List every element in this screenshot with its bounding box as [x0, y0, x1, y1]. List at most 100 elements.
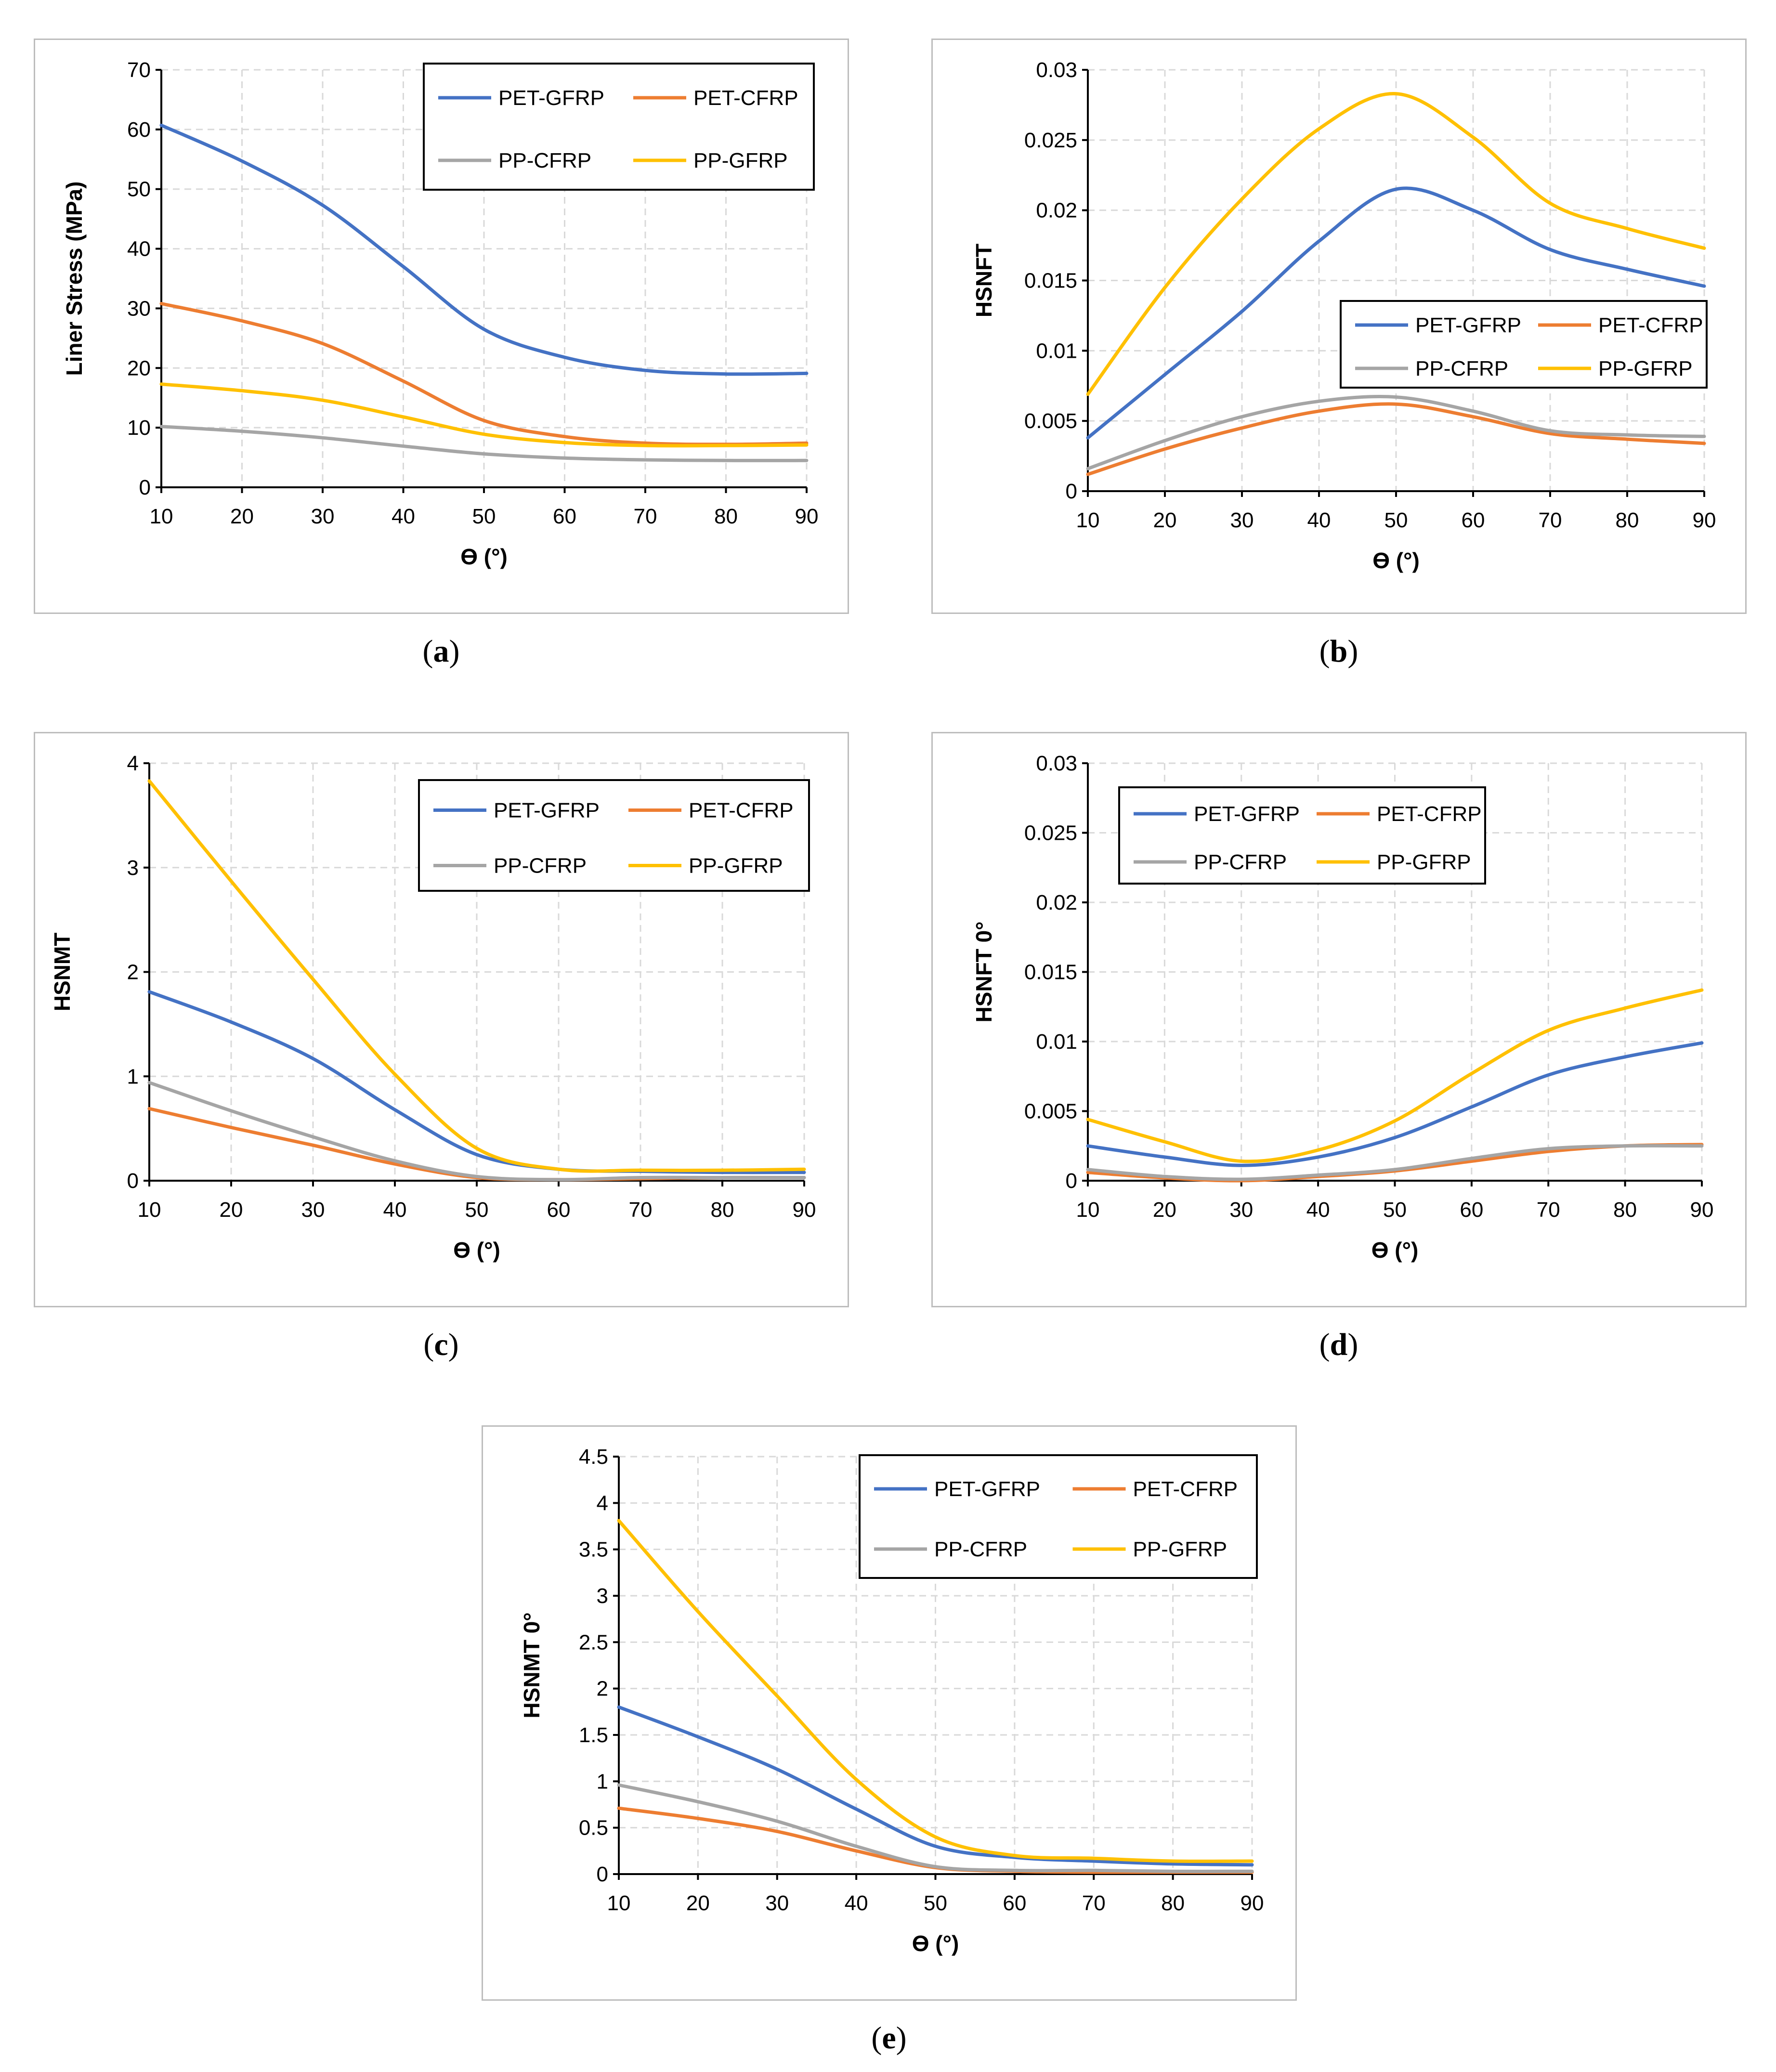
y-axis-label: Liner Stress (MPa)	[62, 182, 87, 376]
x-axis-label: ϴ (°)	[460, 544, 508, 569]
x-tick-label: 80	[711, 1198, 734, 1222]
chart-frame	[931, 39, 1747, 614]
x-tick-label: 30	[1230, 508, 1254, 532]
y-tick-label: 1	[597, 1770, 608, 1793]
y-tick-label: 3	[597, 1584, 608, 1608]
y-tick-label: 3	[127, 856, 139, 880]
y-tick-label: 3.5	[579, 1538, 608, 1562]
y-axis-label: HSNMT	[50, 933, 75, 1012]
x-tick-label: 80	[714, 505, 738, 528]
y-tick-label: 0.02	[1036, 891, 1077, 914]
x-tick-label: 30	[765, 1891, 789, 1915]
y-tick-label: 40	[127, 237, 151, 261]
legend-label-pp-gfrp: PP-GFRP	[1133, 1538, 1228, 1561]
y-tick-label: 4.5	[579, 1445, 608, 1469]
y-axis-label: HSNFT 0°	[971, 921, 996, 1022]
x-tick-label: 20	[686, 1891, 710, 1915]
series-line-pp-cfrp	[159, 425, 809, 462]
x-axis-label: ϴ (°)	[453, 1238, 500, 1263]
x-tick-label: 20	[1153, 1198, 1176, 1222]
series-line-pet-gfrp	[147, 990, 806, 1174]
series-line-pp-gfrp	[1086, 92, 1706, 396]
y-tick-label: 1	[127, 1065, 139, 1088]
x-tick-label: 50	[1383, 1198, 1407, 1222]
y-tick-label: 1.5	[579, 1723, 608, 1747]
chart-frame	[34, 39, 849, 614]
series-line-pet-gfrp	[1086, 186, 1706, 440]
chart-svg: 0 1 2 3 4 10 20 30 40 50 60 70 80 90 ϴ (°) HSNMT PET-GFR…	[50, 752, 816, 1263]
y-tick-label: 0	[1066, 480, 1077, 503]
y-axis-label: HSNMT 0°	[519, 1612, 544, 1718]
series-line-pp-cfrp	[1086, 1144, 1704, 1181]
x-tick-label: 70	[634, 505, 657, 528]
y-tick-label: 0	[597, 1863, 608, 1886]
y-tick-label: 2	[597, 1677, 608, 1701]
y-tick-label: 0.01	[1036, 1030, 1077, 1054]
legend-label-pet-cfrp: PET-CFRP	[1133, 1477, 1238, 1501]
y-tick-label: 2.5	[579, 1630, 608, 1654]
y-tick-label: 0.025	[1024, 821, 1077, 845]
legend-label-pp-cfrp: PP-CFRP	[494, 854, 587, 878]
y-tick-label: 20	[127, 356, 151, 380]
x-tick-label: 90	[795, 505, 819, 528]
x-tick-label: 20	[1153, 508, 1177, 532]
x-axis-label: ϴ (°)	[912, 1931, 959, 1956]
y-tick-label: 0.015	[1024, 961, 1077, 984]
legend-label-pet-gfrp: PET-GFRP	[1415, 313, 1521, 337]
legend-box	[423, 63, 815, 191]
y-tick-label: 0.01	[1036, 339, 1077, 363]
chart-panel-e: 0 0.5 1 1.5 2 2.5 3 3.5 4 4.5 10 20 30 40 50 60 70 80 90 ϴ …	[482, 1425, 1297, 2001]
series-line-pet-gfrp	[617, 1705, 1254, 1867]
x-tick-label: 80	[1613, 1198, 1637, 1222]
legend-label-pet-gfrp: PET-GFRP	[498, 86, 604, 110]
legend-label-pet-cfrp: PET-CFRP	[1377, 802, 1482, 826]
series-line-pp-gfrp	[159, 382, 809, 448]
x-tick-label: 10	[607, 1891, 631, 1915]
x-tick-label: 40	[392, 505, 415, 528]
legend-box	[418, 779, 810, 892]
legend-label-pp-cfrp: PP-CFRP	[934, 1538, 1027, 1561]
y-tick-label: 0.005	[1024, 1100, 1077, 1123]
series-line-pp-gfrp	[617, 1519, 1254, 1863]
chart-frame	[34, 732, 849, 1307]
x-tick-label: 20	[230, 505, 254, 528]
legend-label-pp-gfrp: PP-GFRP	[693, 149, 788, 172]
x-tick-label: 10	[1076, 1198, 1100, 1222]
y-tick-label: 0.02	[1036, 199, 1077, 222]
x-tick-label: 10	[1076, 508, 1100, 532]
legend-label-pp-cfrp: PP-CFRP	[1415, 357, 1508, 380]
caption-c: (c)	[423, 1327, 459, 1362]
legend-box	[859, 1454, 1258, 1579]
legend-box	[1118, 786, 1486, 885]
y-tick-label: 50	[127, 178, 151, 201]
caption-letter: c	[434, 1327, 448, 1362]
x-tick-label: 90	[1693, 508, 1716, 532]
legend-label-pet-cfrp: PET-CFRP	[689, 799, 794, 822]
y-tick-label: 4	[597, 1491, 608, 1515]
y-tick-label: 0.5	[579, 1816, 608, 1840]
x-tick-label: 50	[472, 505, 496, 528]
series-line-pp-gfrp	[147, 779, 806, 1173]
x-tick-label: 70	[1082, 1891, 1106, 1915]
x-tick-label: 40	[845, 1891, 868, 1915]
legend-label-pp-gfrp: PP-GFRP	[1598, 357, 1693, 380]
chart-frame	[482, 1425, 1297, 2001]
caption-e: (e)	[871, 2020, 907, 2056]
x-axis-label: ϴ (°)	[1372, 548, 1420, 573]
x-tick-label: 60	[1003, 1891, 1026, 1915]
x-tick-label: 20	[220, 1198, 243, 1222]
legend-label-pet-gfrp: PET-GFRP	[1194, 802, 1300, 826]
y-tick-label: 0.03	[1036, 752, 1077, 775]
legend-label-pet-cfrp: PET-CFRP	[693, 86, 798, 110]
chart-panel-a: 0 10 20 30 40 50 60 70 10 20 30 40 50 60 70 80 90 ϴ (°) Li…	[34, 39, 849, 614]
x-tick-label: 30	[311, 505, 335, 528]
caption-a: (a)	[422, 634, 460, 669]
y-tick-label: 30	[127, 297, 151, 320]
x-tick-label: 80	[1616, 508, 1639, 532]
x-tick-label: 70	[1537, 1198, 1560, 1222]
y-tick-label: 4	[127, 752, 139, 775]
series-line-pet-gfrp	[159, 123, 809, 376]
caption-b: (b)	[1319, 634, 1358, 669]
x-tick-label: 70	[629, 1198, 653, 1222]
caption-letter: e	[882, 2020, 896, 2056]
